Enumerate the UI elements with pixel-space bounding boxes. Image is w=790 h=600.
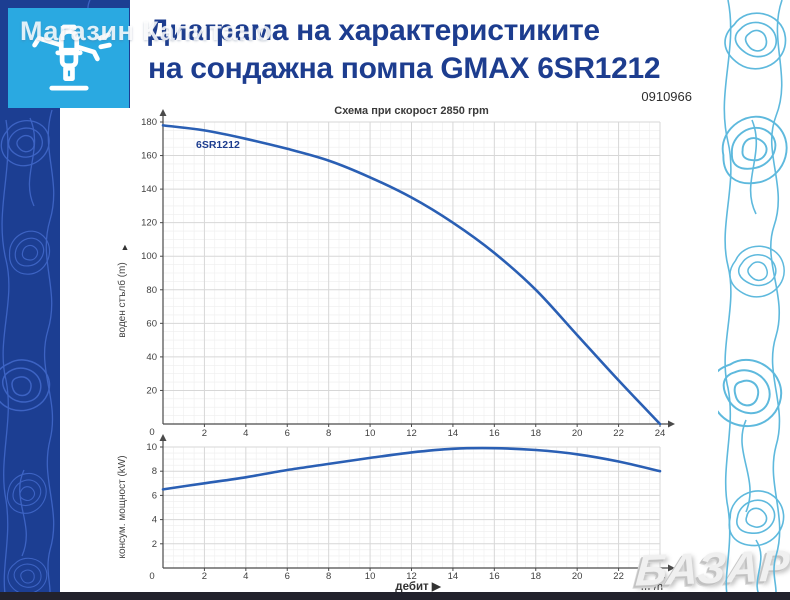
svg-text:8: 8	[152, 466, 157, 477]
svg-text:8: 8	[326, 428, 331, 439]
svg-text:18: 18	[530, 428, 541, 439]
brand-icon-tile	[8, 8, 129, 108]
svg-text:180: 180	[141, 117, 157, 128]
series-label: 6SR1212	[196, 139, 240, 151]
sprinkler-icon	[31, 24, 112, 91]
svg-text:2: 2	[152, 539, 157, 550]
right-topo-panel	[718, 0, 790, 600]
svg-text:22: 22	[613, 428, 624, 439]
svg-text:12: 12	[406, 428, 417, 439]
svg-text:10: 10	[365, 428, 376, 439]
svg-text:140: 140	[141, 184, 157, 195]
curve-0	[161, 124, 662, 426]
page-title: Диаграма на характеристиките на сондажна…	[148, 12, 708, 88]
svg-text:20: 20	[572, 571, 583, 582]
axes-0	[159, 109, 675, 428]
svg-text:2: 2	[202, 571, 207, 582]
tick-labels-0: 0 2 4 6 8 10 12 14 16 18 20 22 242040608010012014016…	[141, 117, 665, 439]
svg-text:10: 10	[365, 571, 376, 582]
svg-text:12: 12	[406, 571, 417, 582]
svg-text:4: 4	[152, 515, 157, 526]
svg-text:24: 24	[655, 428, 666, 439]
svg-text:24: 24	[655, 571, 666, 582]
y-axis-label: консум. мощност (kW)	[117, 455, 128, 558]
svg-text:4: 4	[243, 428, 248, 439]
svg-text:18: 18	[530, 571, 541, 582]
axes-1	[159, 434, 675, 572]
svg-text:0: 0	[149, 427, 154, 438]
y-axis-marker: ▲	[121, 242, 130, 252]
svg-text:14: 14	[448, 571, 459, 582]
x-axis-unit: m³/h	[641, 581, 663, 592]
svg-text:8: 8	[326, 571, 331, 582]
x-axis-label: дебит ▶	[395, 581, 442, 592]
svg-text:160: 160	[141, 151, 157, 162]
svg-text:6: 6	[285, 428, 290, 439]
product-code: 0910966	[641, 89, 692, 104]
grid-0	[163, 121, 661, 424]
svg-text:6: 6	[152, 490, 157, 501]
page-title-line2: на сондажна помпа GMAX 6SR1212	[148, 52, 661, 85]
svg-text:0: 0	[149, 571, 154, 582]
page-title-line1: Диаграма на характеристиките	[148, 14, 600, 47]
svg-text:22: 22	[613, 571, 624, 582]
svg-text:4: 4	[243, 571, 248, 582]
svg-text:100: 100	[141, 251, 157, 262]
svg-text:60: 60	[146, 318, 157, 329]
svg-text:20: 20	[572, 428, 583, 439]
svg-text:40: 40	[146, 352, 157, 363]
svg-text:6: 6	[285, 571, 290, 582]
y-axis-label: воден стълб (m)	[116, 262, 128, 337]
svg-text:120: 120	[141, 218, 157, 229]
svg-text:16: 16	[489, 571, 500, 582]
chart-title: Схема при скорост 2850 rpm	[334, 105, 489, 117]
svg-text:80: 80	[146, 285, 157, 296]
svg-text:14: 14	[448, 428, 459, 439]
curve-1	[161, 446, 662, 491]
pump-charts: 0 2 4 6 8 10 12 14 16 18 20 22 242040608010012014016…	[116, 105, 675, 592]
svg-text:10: 10	[146, 442, 157, 453]
grid-1	[163, 446, 661, 568]
topo-pattern-right	[718, 0, 790, 600]
svg-text:20: 20	[146, 385, 157, 396]
svg-text:2: 2	[202, 428, 207, 439]
bottom-dark-strip	[0, 592, 790, 600]
svg-text:16: 16	[489, 428, 500, 439]
topo-pattern-left	[0, 109, 60, 600]
